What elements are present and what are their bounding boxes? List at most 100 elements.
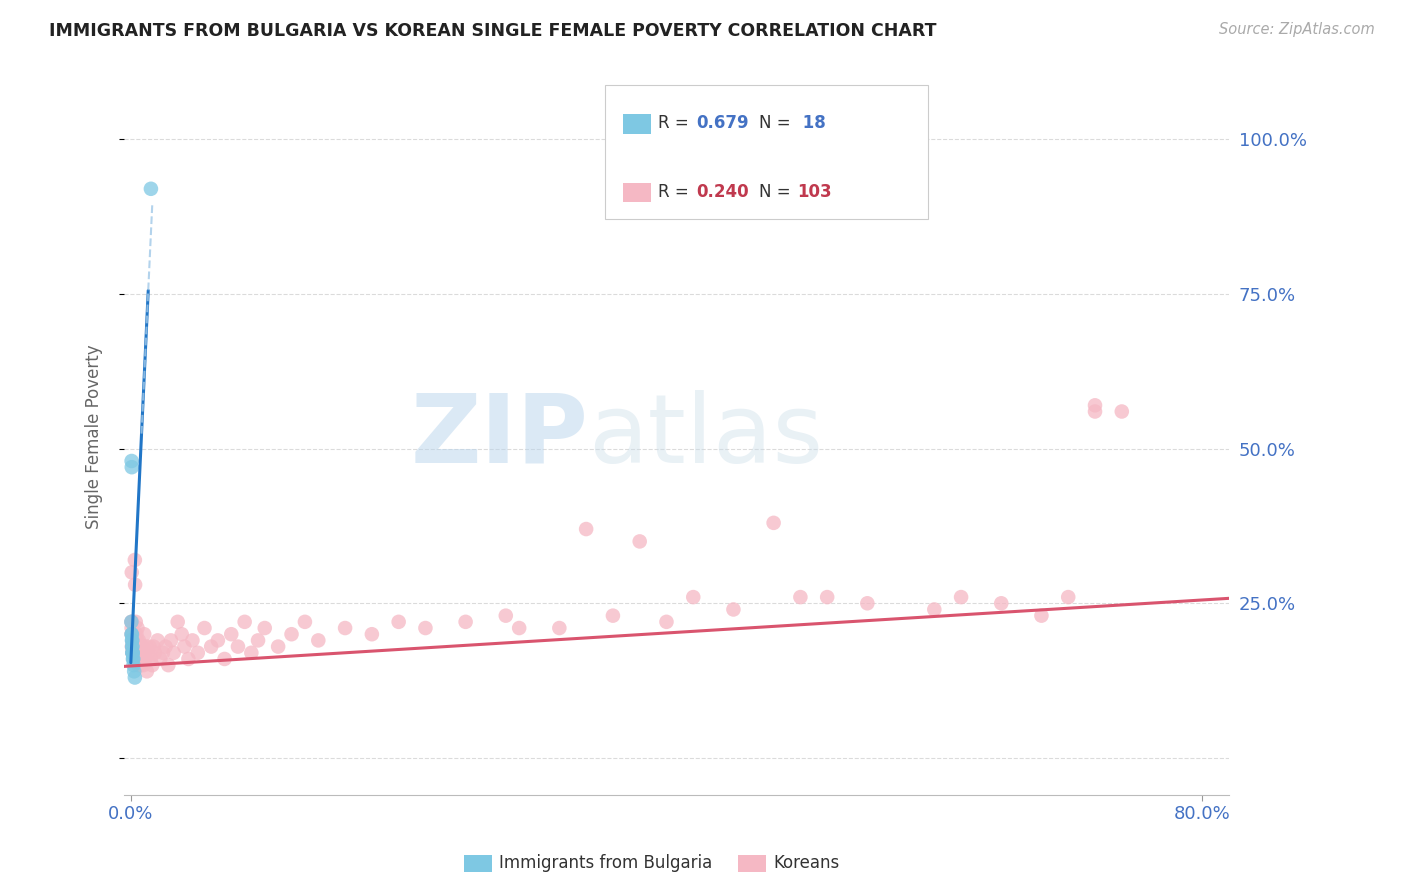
Point xyxy=(124,553,146,567)
Text: Source: ZipAtlas.com: Source: ZipAtlas.com xyxy=(1219,22,1375,37)
Text: 18: 18 xyxy=(797,114,825,132)
Point xyxy=(815,590,838,604)
Point xyxy=(226,640,249,654)
Point xyxy=(129,658,152,673)
Point xyxy=(136,646,159,660)
Point xyxy=(121,627,143,641)
Point xyxy=(454,615,477,629)
Point xyxy=(124,627,146,641)
Point xyxy=(120,615,142,629)
Point xyxy=(214,652,236,666)
Point xyxy=(121,633,143,648)
Text: 0.679: 0.679 xyxy=(696,114,748,132)
Point xyxy=(1031,608,1053,623)
Point xyxy=(121,640,143,654)
Point xyxy=(495,608,517,623)
Point xyxy=(131,652,153,666)
Text: IMMIGRANTS FROM BULGARIA VS KOREAN SINGLE FEMALE POVERTY CORRELATION CHART: IMMIGRANTS FROM BULGARIA VS KOREAN SINGL… xyxy=(49,22,936,40)
Point xyxy=(135,665,157,679)
Point xyxy=(125,627,148,641)
Point xyxy=(152,646,174,660)
Point xyxy=(141,658,163,673)
Text: ZIP: ZIP xyxy=(411,390,588,483)
Point xyxy=(122,646,145,660)
Point xyxy=(200,640,222,654)
Point xyxy=(139,652,162,666)
Point xyxy=(135,652,157,666)
Point xyxy=(122,633,145,648)
Point xyxy=(121,646,143,660)
Point xyxy=(121,646,143,660)
Point xyxy=(157,658,180,673)
Point xyxy=(294,615,316,629)
Point xyxy=(121,640,143,654)
Point xyxy=(138,640,160,654)
Point xyxy=(655,615,678,629)
Point xyxy=(128,646,150,660)
Point xyxy=(548,621,571,635)
Point xyxy=(129,640,152,654)
Point xyxy=(121,640,143,654)
Point xyxy=(132,640,155,654)
Point xyxy=(122,646,145,660)
Point xyxy=(122,627,145,641)
Point xyxy=(127,658,149,673)
Point xyxy=(127,633,149,648)
Point xyxy=(121,615,143,629)
Point xyxy=(121,621,143,635)
Point xyxy=(122,646,145,660)
Point xyxy=(132,658,155,673)
Point xyxy=(124,671,146,685)
Point xyxy=(124,640,146,654)
Point xyxy=(122,640,145,654)
Point xyxy=(193,621,215,635)
Point xyxy=(121,633,143,648)
Point xyxy=(602,608,624,623)
Text: N =: N = xyxy=(759,114,796,132)
Point xyxy=(127,621,149,635)
Point xyxy=(121,460,143,475)
Point xyxy=(122,665,145,679)
Point xyxy=(575,522,598,536)
Point xyxy=(122,652,145,666)
Point xyxy=(149,652,172,666)
Point xyxy=(1057,590,1080,604)
Point xyxy=(142,640,165,654)
Point xyxy=(121,640,143,654)
Point xyxy=(240,646,263,660)
Text: 103: 103 xyxy=(797,183,832,201)
Point xyxy=(247,633,270,648)
Point xyxy=(121,627,143,641)
Point xyxy=(723,602,745,616)
Point xyxy=(1084,404,1107,418)
Point xyxy=(128,633,150,648)
Point xyxy=(166,615,188,629)
Y-axis label: Single Female Poverty: Single Female Poverty xyxy=(86,344,103,529)
Point xyxy=(280,627,302,641)
Point xyxy=(122,652,145,666)
Point xyxy=(508,621,530,635)
Text: R =: R = xyxy=(658,114,695,132)
Point xyxy=(135,640,157,654)
Point xyxy=(628,534,651,549)
Point xyxy=(121,646,143,660)
Point xyxy=(856,596,879,610)
Point xyxy=(121,646,143,660)
Text: Immigrants from Bulgaria: Immigrants from Bulgaria xyxy=(499,855,713,872)
Point xyxy=(121,566,143,580)
Text: 0.240: 0.240 xyxy=(696,183,748,201)
Point xyxy=(207,633,229,648)
Point xyxy=(131,646,153,660)
Point xyxy=(121,627,143,641)
Point xyxy=(124,640,146,654)
Point xyxy=(122,658,145,673)
Point xyxy=(121,646,143,660)
Point xyxy=(122,652,145,666)
Point xyxy=(762,516,785,530)
Point xyxy=(143,646,166,660)
Point xyxy=(219,627,242,641)
Point xyxy=(125,646,148,660)
Point xyxy=(124,578,146,592)
Point xyxy=(170,627,193,641)
Point xyxy=(307,633,329,648)
